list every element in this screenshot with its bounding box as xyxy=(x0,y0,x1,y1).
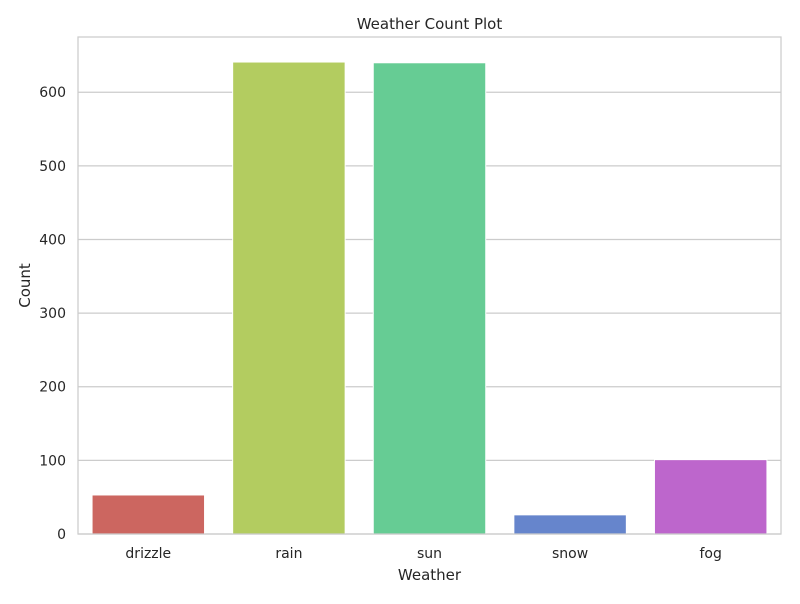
y-tick-label: 200 xyxy=(39,380,66,396)
bar-fog xyxy=(653,459,768,535)
chart-title: Weather Count Plot xyxy=(357,15,503,33)
y-tick-label: 400 xyxy=(39,232,66,248)
x-tick-label-drizzle: drizzle xyxy=(125,546,171,562)
x-tick-label-fog: fog xyxy=(700,546,722,562)
x-tick-label-snow: snow xyxy=(552,546,588,562)
y-tick-label: 100 xyxy=(39,453,66,469)
y-tick-label: 300 xyxy=(39,306,66,322)
x-tick-label-rain: rain xyxy=(275,546,302,562)
y-tick-label: 0 xyxy=(57,527,66,543)
bar-drizzle xyxy=(91,494,206,535)
x-tick-labels: drizzle rain sun snow fog xyxy=(125,546,721,562)
bar-snow xyxy=(513,514,627,535)
bar-sun xyxy=(372,62,487,535)
y-tick-label: 600 xyxy=(39,85,66,101)
y-tick-labels: 0 100 200 300 400 500 600 xyxy=(39,85,66,543)
y-tick-label: 500 xyxy=(39,159,66,175)
bar-rain xyxy=(232,61,346,535)
x-tick-label-sun: sun xyxy=(417,546,442,562)
y-axis-title: Count xyxy=(16,263,34,308)
x-axis-title: Weather xyxy=(398,566,462,584)
plot-frame xyxy=(77,36,782,535)
